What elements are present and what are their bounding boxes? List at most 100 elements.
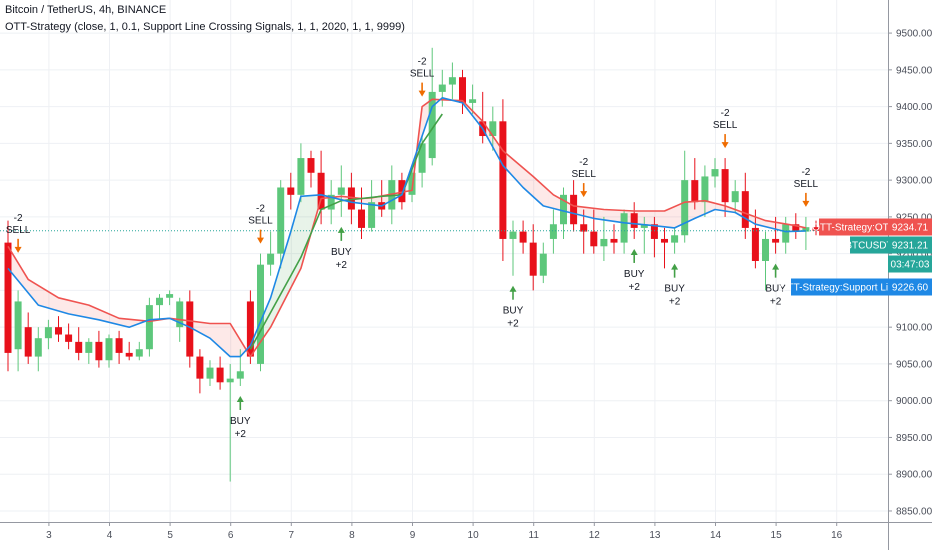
candle-body: [448, 77, 456, 85]
x-tick-label: 8: [349, 530, 355, 541]
ott-tag-label: OTT-Strategy:OTT: [812, 223, 895, 234]
candle-body: [55, 327, 62, 335]
ott-fill-segment: [124, 318, 130, 328]
buy-arrow-head: [509, 285, 517, 292]
sell-arrow-head: [802, 200, 810, 207]
candle-body: [125, 352, 133, 357]
x-tick-label: 6: [228, 530, 234, 541]
y-tick-label: 8950.00: [896, 433, 932, 444]
ott-fill-segment: [53, 294, 59, 311]
candle-body: [741, 191, 749, 228]
candle-body: [156, 297, 163, 306]
ott-tag-label-box: [819, 218, 888, 236]
candle-body: [721, 169, 729, 203]
y-tick-label: 9500.00: [896, 29, 932, 40]
candle-body: [459, 77, 466, 103]
candle-body: [287, 187, 295, 195]
ott-fill-segment: [649, 211, 655, 226]
ott-fill-segment: [119, 318, 125, 326]
ott-fill-segment: [295, 196, 301, 279]
indicator-title: OTT-Strategy (close, 1, 0.1, Support Lin…: [5, 21, 405, 33]
candle-body: [115, 338, 123, 353]
sell-arrow-head: [721, 142, 729, 149]
x-axis-labels: 3 4 5 6 7 8 9 10 11 12 13 14 15 16: [46, 530, 843, 541]
candle-body: [620, 213, 628, 243]
y-tick-label: 9000.00: [896, 396, 932, 407]
candle-body: [661, 238, 668, 243]
candle-body: [95, 341, 103, 361]
buy-arrow-head: [671, 263, 679, 270]
candle-body: [772, 238, 780, 243]
ott-fill-segment: [614, 210, 620, 223]
ott-fill-segment: [215, 323, 221, 348]
sell-arrow-head: [14, 246, 22, 253]
ott-fill-segment: [578, 206, 584, 216]
y-axis-labels: 8850.00 8900.00 8950.00 9000.00 9050.00 9100.…: [896, 29, 932, 518]
x-tick-label: 4: [107, 530, 113, 541]
ott-fill-segment: [770, 221, 776, 230]
candle-body: [580, 224, 588, 232]
support-tag-label-box: [791, 278, 888, 296]
candle-body: [630, 213, 638, 228]
candle-body: [762, 238, 769, 261]
ott-fill-segment: [598, 208, 604, 220]
candle-body: [105, 338, 113, 361]
candle-body: [85, 341, 93, 353]
ott-fill-segment: [583, 207, 589, 218]
y-tick-label: 9450.00: [896, 65, 932, 76]
x-tick-label: 14: [710, 530, 722, 541]
ott-fill-segment: [492, 136, 498, 157]
candle-body: [347, 187, 355, 210]
symbol-title: Bitcoin / TetherUS, 4h, BINANCE: [5, 4, 167, 16]
buy-signal-label: BUY: [230, 416, 251, 427]
countdown-tag-value-box: [888, 255, 932, 273]
candle-body: [600, 238, 608, 247]
ott-fill-segment: [674, 204, 680, 228]
candle-body: [499, 121, 507, 239]
candle-body: [327, 194, 335, 210]
ott-fill-segment: [654, 211, 660, 227]
x-tick-label: 9: [410, 530, 416, 541]
candle-body: [751, 227, 759, 261]
ott-fill-segment: [523, 167, 529, 193]
candle-body: [539, 253, 547, 276]
ott-fill-segment: [230, 323, 236, 357]
support-tag-value-box: [888, 278, 932, 296]
ott-tag-value-box: [888, 218, 932, 236]
buy-arrow-head: [772, 263, 780, 270]
ott-fill-segment: [644, 211, 650, 226]
ott-fill-segment: [83, 303, 89, 318]
buy-signal-value: +2: [770, 297, 782, 308]
countdown-tag-value: 03:47:03: [891, 260, 930, 271]
sell-signal-label: SELL: [410, 69, 435, 80]
candle-body: [4, 242, 12, 353]
support-tag-value: 9226.60: [892, 283, 929, 294]
candle-body: [469, 99, 477, 103]
ott-fill-segment: [689, 201, 695, 221]
support-tag-label: OTT-Strategy:Support Line: [780, 283, 900, 294]
ott-fill-segment: [204, 322, 210, 339]
candle-body: [570, 194, 578, 225]
ott-tag-value: 9234.71: [892, 223, 929, 234]
ott-fill-segment: [103, 311, 109, 323]
buy-arrow-head: [630, 248, 638, 255]
candle-body: [428, 91, 436, 159]
ott-fill-segment: [63, 298, 69, 314]
x-tick-label: 12: [589, 530, 601, 541]
ott-fill-segment: [533, 176, 539, 202]
ott-fill-segment: [58, 297, 64, 313]
x-tick-label: 10: [468, 530, 480, 541]
buy-arrow-head: [337, 226, 345, 233]
buy-signal-label: BUY: [765, 284, 786, 295]
ott-fill-segment: [93, 307, 99, 320]
ott-fill-segment: [18, 262, 24, 287]
candle-body: [812, 227, 820, 231]
ott-fill-segment: [538, 181, 544, 206]
buy-arrow-head: [236, 395, 244, 402]
ott-fill-segment: [669, 206, 675, 228]
ott-fill-segment: [765, 220, 771, 228]
ott-fill-segment: [210, 323, 216, 343]
signals: -2SELLBUY+2-2SELLBUY+2-2SELLBUY+2-2SELLB…: [6, 57, 819, 440]
